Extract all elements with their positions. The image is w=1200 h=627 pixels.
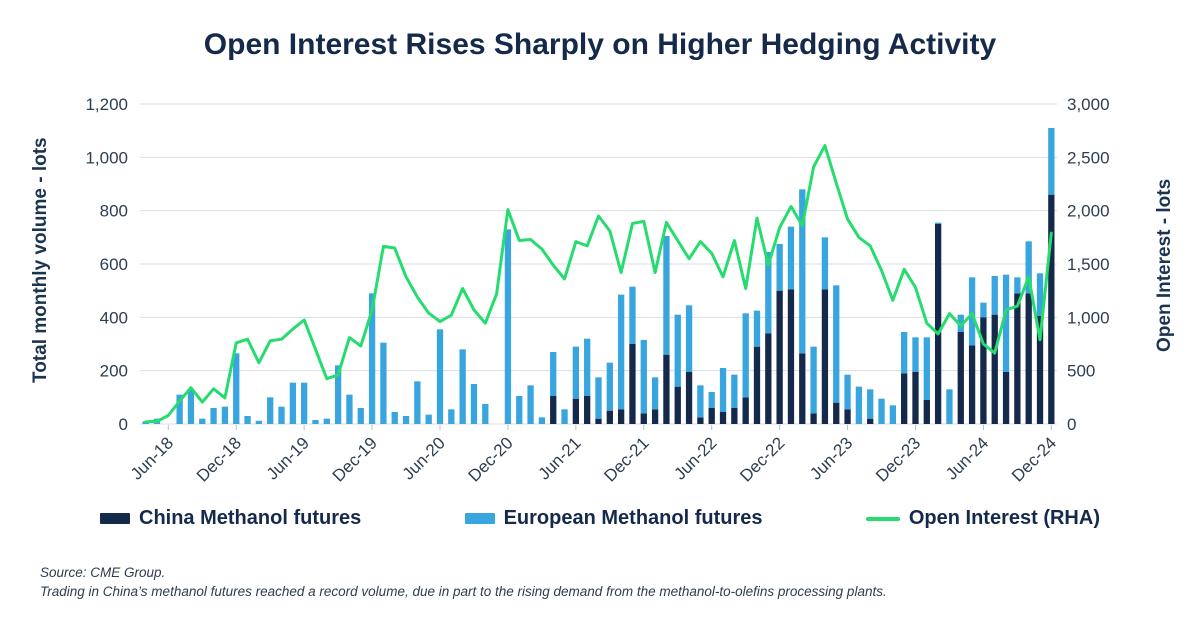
svg-text:Dec-18: Dec-18 [193,433,245,485]
svg-text:Jun-23: Jun-23 [806,433,856,483]
legend-item-open-interest: Open Interest (RHA) [865,507,1100,530]
legend-item-european: European Methanol futures [464,507,763,530]
legend-item-china: China Methanol futures [100,507,361,530]
svg-text:Jun-24: Jun-24 [942,433,992,483]
svg-text:Jun-20: Jun-20 [399,433,449,483]
source-text: Source: CME Group. [40,565,166,580]
svg-text:1,200: 1,200 [85,95,128,114]
y-axis-right-title: Open Interest - lots [1154,178,1175,352]
svg-text:Dec-22: Dec-22 [736,433,788,485]
european-series-swatch-icon [464,513,495,524]
svg-text:600: 600 [100,255,128,274]
open-interest-line [144,144,1053,424]
china-series-swatch-icon [100,513,130,524]
svg-text:Dec-20: Dec-20 [465,433,517,485]
svg-text:0: 0 [119,415,128,434]
note-text: Trading in China’s methanol futures reac… [40,584,887,599]
svg-text:400: 400 [100,308,128,327]
svg-text:Jun-22: Jun-22 [670,433,720,483]
open-interest-line-swatch-icon [865,516,900,521]
svg-text:800: 800 [100,202,128,221]
chart-legend: China Methanol futures European Methanol… [100,507,1100,530]
svg-text:1,500: 1,500 [1067,255,1110,274]
svg-text:Dec-24: Dec-24 [1008,433,1060,485]
svg-text:Jun-18: Jun-18 [127,433,177,483]
legend-label-european: European Methanol futures [503,507,763,529]
svg-text:2,000: 2,000 [1067,202,1110,221]
y-axis-right-labels: 0 500 1,000 1,500 2,000 2,500 3,000 [1067,95,1110,434]
gridlines [140,103,1057,425]
y-axis-left-labels: 0 200 400 600 800 1,000 1,200 [85,95,128,434]
legend-label-open-interest: Open Interest (RHA) [908,507,1100,529]
svg-text:3,000: 3,000 [1067,95,1110,114]
svg-text:1,000: 1,000 [85,148,128,167]
svg-text:200: 200 [100,362,128,381]
svg-text:Dec-21: Dec-21 [600,433,652,485]
chart-footnote: Source: CME Group. Trading in China’s me… [40,563,887,601]
svg-text:2,500: 2,500 [1067,148,1110,167]
svg-text:0: 0 [1067,415,1076,434]
svg-text:500: 500 [1067,362,1095,381]
svg-text:Jun-21: Jun-21 [534,433,584,483]
legend-label-china: China Methanol futures [139,507,362,529]
y-axis-left-title: Total monthly volume - lots [30,137,51,383]
chart-canvas: 0 200 400 600 800 1,000 1,200 0 500 1,000 1,500 2,0… [85,95,1110,486]
svg-text:1,000: 1,000 [1067,308,1110,327]
x-axis-labels: Jun-18 Dec-18 Jun-19 Dec-19 Jun-20 Dec-20 Jun-… [127,425,1060,486]
svg-text:Jun-19: Jun-19 [263,433,313,483]
bars-china [550,194,1055,424]
chart-title: Open Interest Rises Sharply on Higher He… [203,28,997,61]
svg-text:Dec-19: Dec-19 [329,433,381,485]
svg-text:Dec-23: Dec-23 [872,433,924,485]
bars-europe [142,128,1055,424]
